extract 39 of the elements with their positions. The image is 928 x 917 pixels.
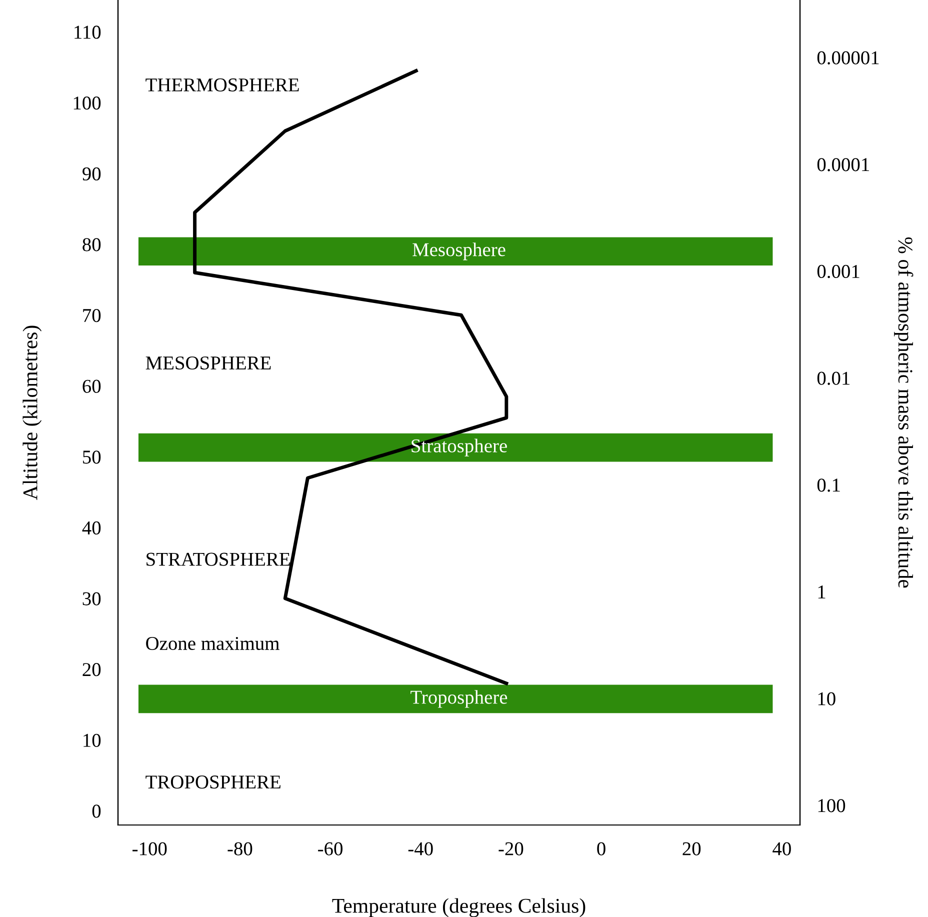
band-label: Stratosphere <box>412 438 507 456</box>
annotation: Ozone maximum <box>146 636 280 650</box>
x-tick-label: 0 <box>597 842 606 856</box>
x-axis-title: Temperature (degrees Celsius) <box>332 898 586 917</box>
band-label: Troposphere <box>410 690 508 708</box>
y-tick-label: 0 <box>92 804 101 818</box>
x-tick-label: -100 <box>132 842 167 856</box>
x-tick-label: -40 <box>408 842 433 856</box>
y-tick-label: 110 <box>74 26 101 39</box>
x-tick-label: 20 <box>682 842 701 856</box>
y-tick-label: 90 <box>82 167 101 180</box>
y-tick-label: 60 <box>82 380 101 393</box>
x-tick-label: 40 <box>772 842 791 856</box>
annotation: STRATOSPHERE <box>146 552 290 566</box>
y2-tick-label: 10 <box>818 692 836 706</box>
y2-tick-label: 100 <box>818 799 846 812</box>
annotation: THERMOSPHERE <box>146 78 299 92</box>
y2-tick-label: 0.001 <box>817 264 860 278</box>
x-tick-label: -20 <box>498 842 524 856</box>
y2-tick-label: 0.0001 <box>817 158 869 172</box>
y-tick-label: 10 <box>84 734 101 747</box>
y-tick-label: 70 <box>83 308 101 322</box>
x-tick-label: -60 <box>318 842 342 856</box>
y-tick-label: 20 <box>82 663 101 676</box>
y-tick-label: 80 <box>82 238 101 252</box>
y2-tick-label: 1 <box>818 586 826 598</box>
y-tick-label: 30 <box>82 592 101 606</box>
y2-axis-title: % of atmospheric mass above this altitude <box>894 237 914 588</box>
y-tick-label: 100 <box>74 96 101 110</box>
y2-tick-label: 0.01 <box>817 372 850 385</box>
y2-tick-label: 0.1 <box>817 478 840 492</box>
y2-tick-label: 0.00001 <box>817 51 879 64</box>
y-axis-title: Altitude (kilometres) <box>22 326 42 500</box>
band-label: Mesosphere <box>412 242 506 260</box>
annotation: TROPOSPHERE <box>146 776 280 789</box>
annotation: MESOSPHERE <box>146 356 271 370</box>
y-tick-label: 50 <box>83 450 101 464</box>
y-tick-label: 40 <box>82 521 101 535</box>
x-tick-label: -80 <box>228 842 252 856</box>
